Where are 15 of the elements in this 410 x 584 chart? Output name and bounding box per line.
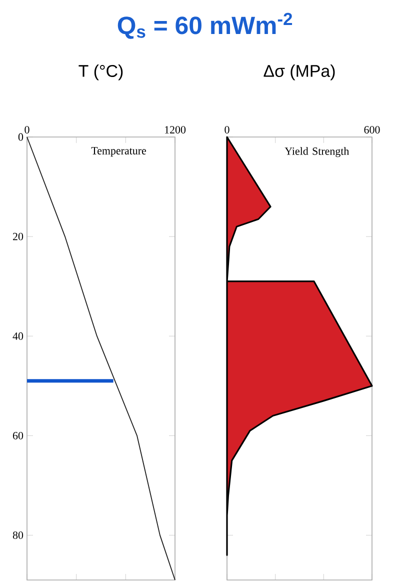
x-tick-label: 1200 bbox=[165, 126, 186, 134]
x-tick-label: 0 bbox=[24, 126, 30, 134]
annotation: Temperature bbox=[91, 147, 146, 157]
y-tick-label: 40 bbox=[12, 332, 24, 340]
y-tick-label: 0 bbox=[18, 133, 24, 141]
x-axis-title: Δσ (MPa) bbox=[264, 64, 335, 80]
y-tick-label: 20 bbox=[13, 232, 24, 240]
y-tick-label: 60 bbox=[12, 432, 24, 440]
chart-title: Q$_{s}$ = 60 mWm$^{-2}$ bbox=[118, 12, 292, 39]
line-series bbox=[26, 136, 176, 580]
x-axis-title: T (°C) bbox=[78, 64, 123, 80]
x-tick-label: 0 bbox=[224, 126, 230, 134]
x-tick-label: 600 bbox=[364, 126, 380, 134]
annotation: Yield Strength bbox=[284, 147, 350, 158]
y-tick-label: 80 bbox=[12, 532, 24, 539]
